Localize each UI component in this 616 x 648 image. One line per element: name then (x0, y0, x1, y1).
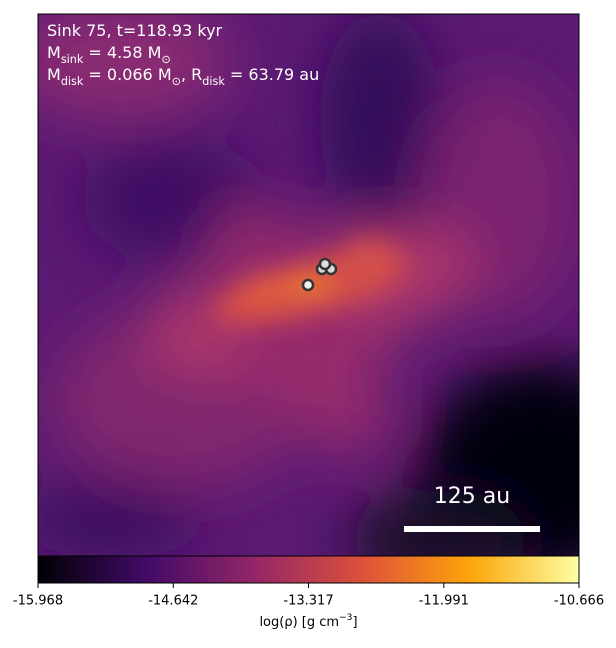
text-piece: −3 (339, 613, 353, 623)
text-piece: = 63.79 au (225, 65, 319, 84)
text-piece: ⊙ (161, 53, 170, 66)
tick-label: -15.968 (13, 594, 63, 609)
text-piece: M (47, 65, 61, 84)
scale-bar (404, 526, 540, 532)
annotation: Msink = 4.58 M⊙ (47, 43, 171, 66)
annotation: Mdisk = 0.066 M⊙, Rdisk = 63.79 au (47, 65, 319, 88)
text-piece: sink (61, 53, 84, 66)
density-field (38, 14, 579, 556)
text-piece: M (47, 43, 61, 62)
colorbar-label: log(ρ) [g cm−3] (259, 613, 357, 630)
annotation: Sink 75, t=118.93 kyr (47, 21, 223, 40)
text-piece: , R (181, 65, 202, 84)
tick-label: -14.642 (148, 594, 198, 609)
text-piece: ⊙ (172, 75, 181, 88)
tick-label: -13.317 (283, 594, 333, 609)
tick-label: -10.666 (554, 594, 604, 609)
colorbar (37, 555, 580, 584)
text-piece: disk (61, 75, 84, 88)
text-piece: disk (202, 75, 225, 88)
tick-label: -11.991 (419, 594, 469, 609)
scale-bar-label: 125 au (434, 484, 510, 509)
text-piece: = 4.58 M (83, 43, 161, 62)
text-piece: Sink 75, t=118.93 kyr (47, 21, 223, 40)
text-piece: log(ρ) [g cm (259, 615, 339, 630)
text-piece: = 0.066 M (83, 65, 171, 84)
sink-markers (301, 257, 338, 292)
text-piece: ] (352, 615, 357, 630)
